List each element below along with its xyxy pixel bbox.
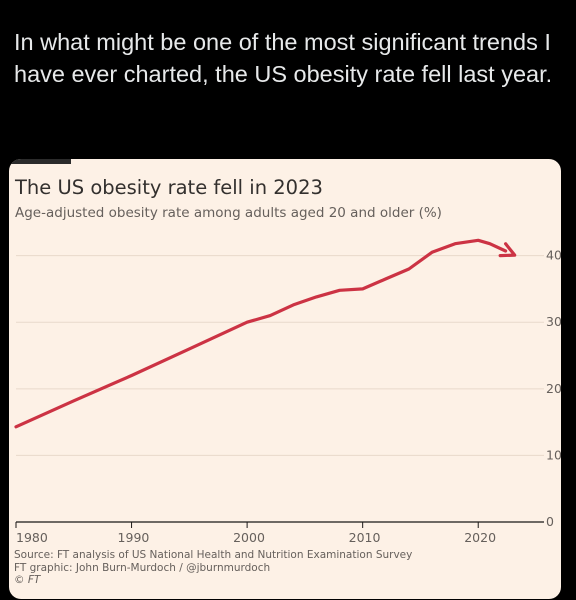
ft-brand-bar [9, 159, 71, 164]
chart-subtitle: Age-adjusted obesity rate among adults a… [15, 205, 442, 221]
copyright-note: © FT [14, 574, 41, 586]
line-end-arrow [498, 242, 517, 258]
y-tick-label: 20 [546, 381, 561, 396]
obesity-line-chart: 0 10 20 30 40 1980 1990 2000 2010 2020 [14, 238, 561, 545]
y-tick-label: 40 [546, 248, 561, 263]
y-tick-label: 0 [546, 514, 554, 529]
graphic-credit: FT graphic: John Burn-Murdoch / @jburnmu… [14, 561, 271, 574]
chart-footer: Source: FT analysis of US National Healt… [14, 549, 412, 587]
x-tick-label: 2020 [464, 530, 496, 545]
y-tick-label: 10 [546, 447, 561, 462]
source-note: Source: FT analysis of US National Healt… [14, 549, 413, 561]
x-tick-label: 2010 [349, 530, 381, 545]
x-tick-label: 1990 [118, 530, 150, 545]
x-tick-label: 1980 [16, 530, 48, 545]
obesity-rate-line [14, 238, 508, 429]
chart-title: The US obesity rate fell in 2023 [15, 176, 323, 199]
y-tick-label: 30 [546, 314, 561, 329]
tweet-text: In what might be one of the most signifi… [14, 29, 553, 87]
chart-image-card[interactable]: The US obesity rate fell in 2023 Age-adj… [9, 159, 561, 599]
x-tick-label: 2000 [233, 530, 265, 545]
